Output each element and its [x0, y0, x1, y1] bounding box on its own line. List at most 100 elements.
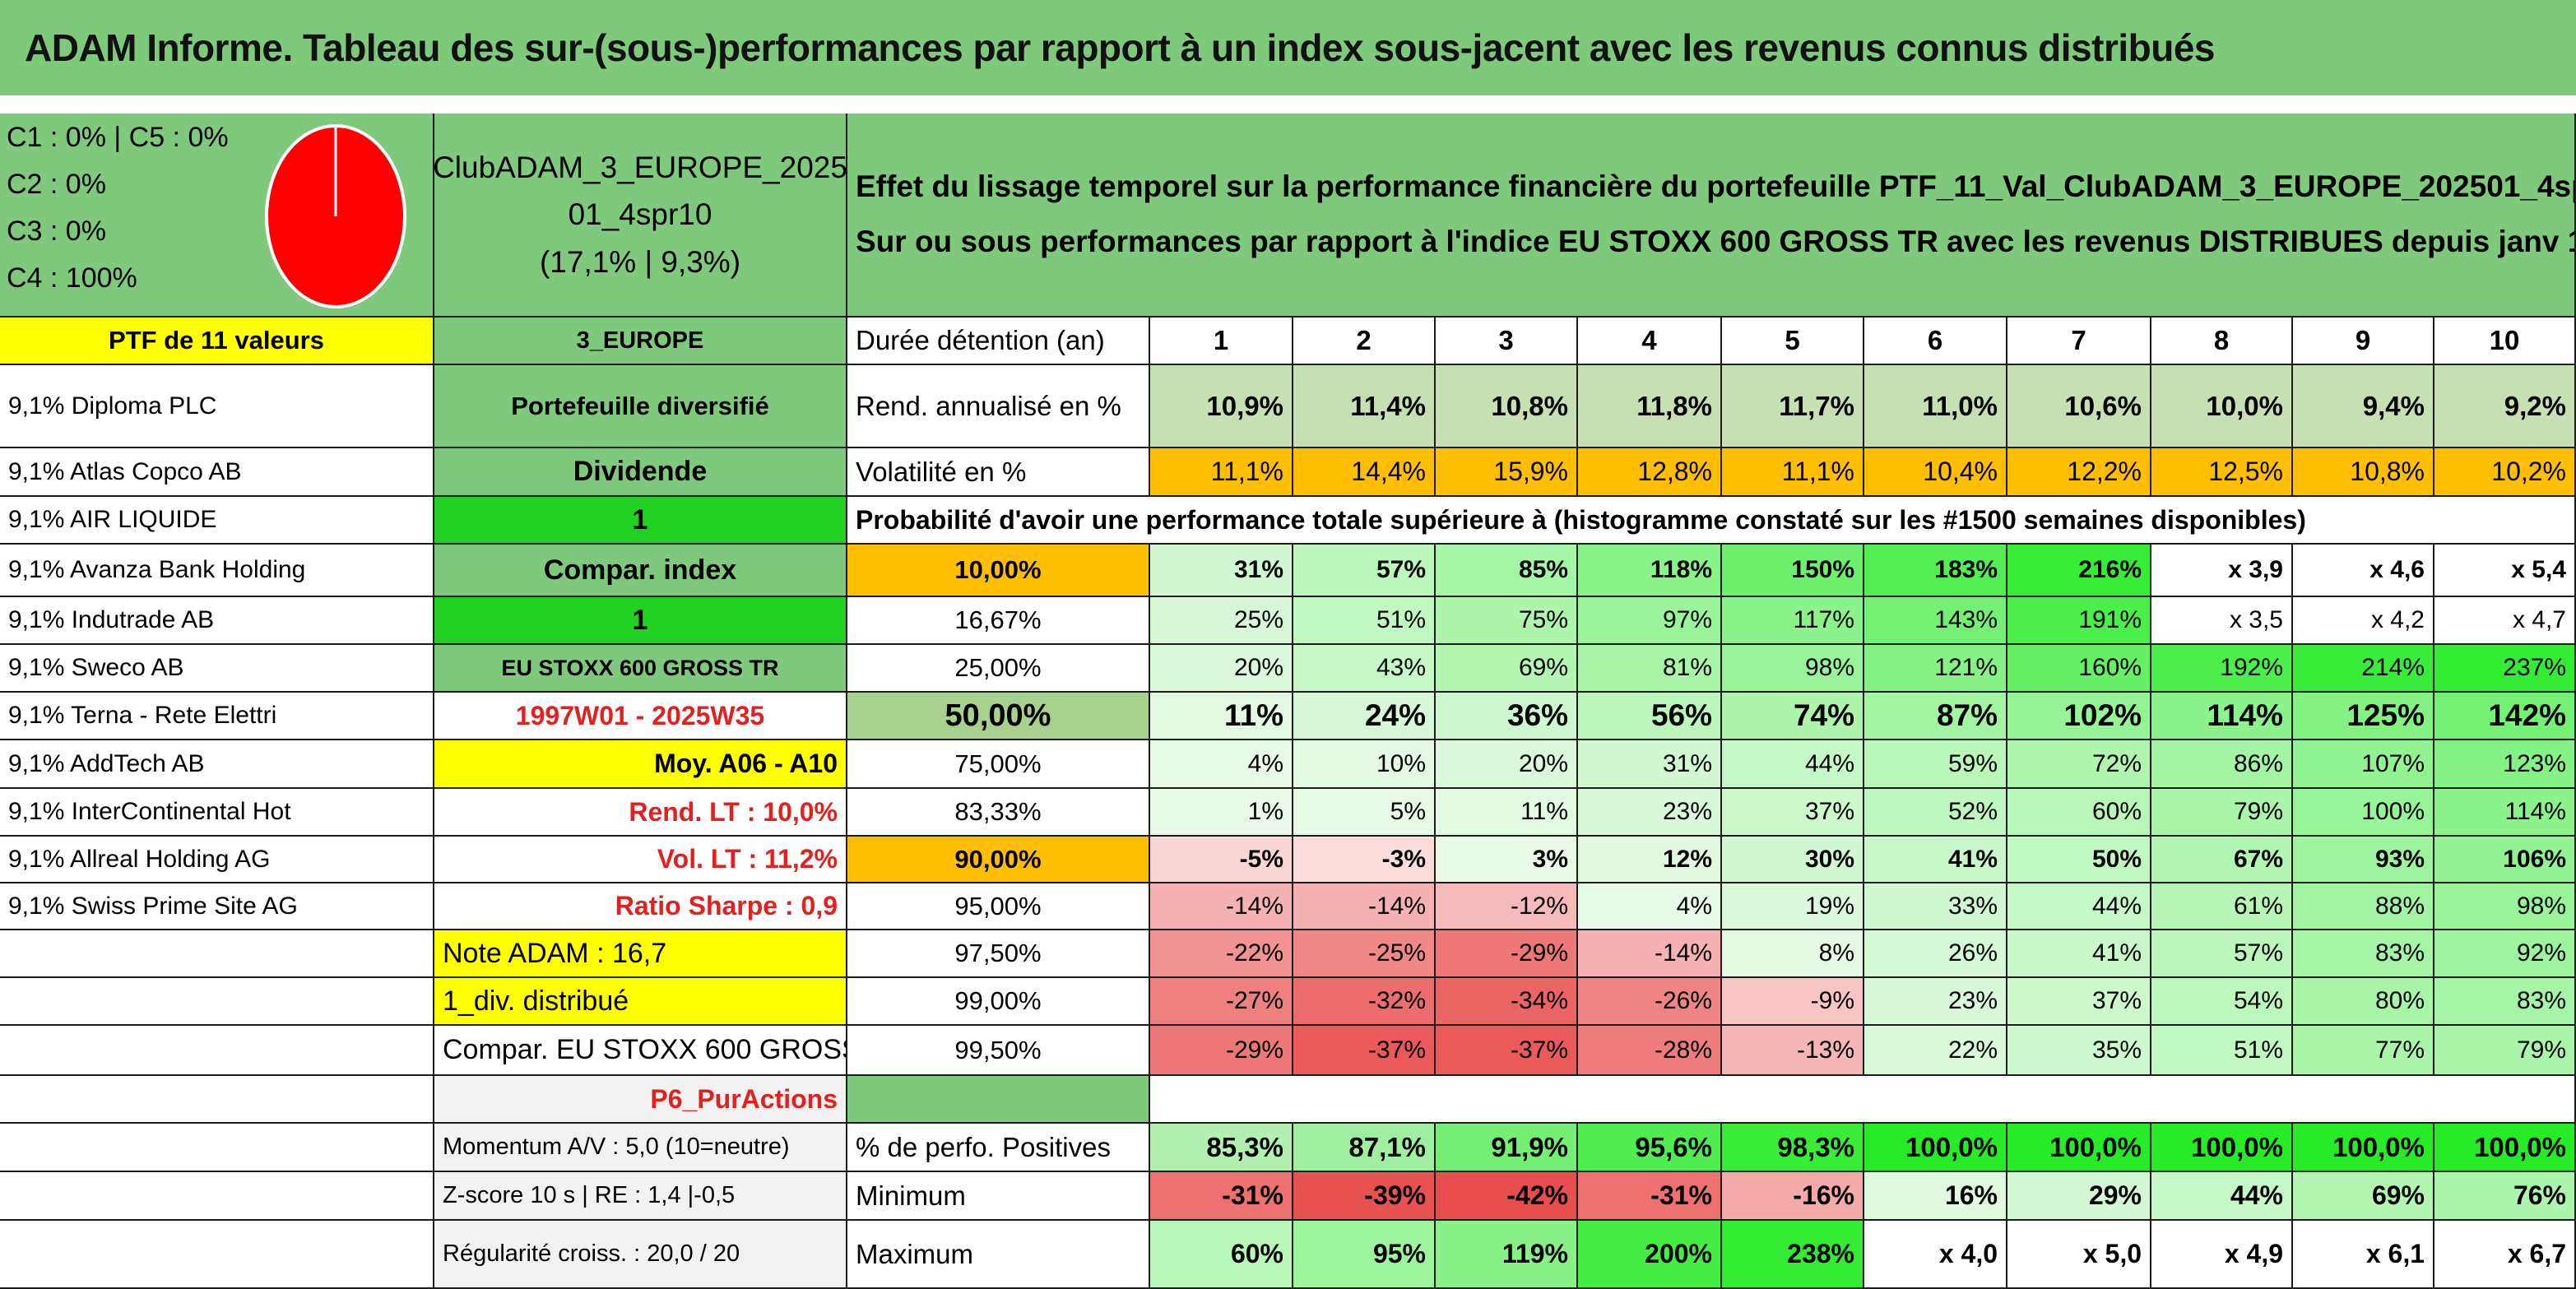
rend-value: 11,7%	[1722, 365, 1864, 448]
prob-value: 80%	[2293, 978, 2434, 1026]
prob-value: 102%	[2007, 693, 2151, 740]
prob-value: 57%	[2151, 930, 2293, 978]
vol-value: 12,8%	[1578, 448, 1722, 497]
vol-value: 12,5%	[2151, 448, 2293, 497]
prob-threshold: 75,00%	[847, 740, 1150, 789]
prob-value: 74%	[1722, 693, 1864, 740]
vol-lt-cell: Vol. LT : 11,2%	[434, 837, 847, 883]
max-value: 95%	[1293, 1221, 1436, 1289]
prob-value: -25%	[1293, 930, 1436, 978]
vol-value: 10,2%	[2434, 448, 2576, 497]
portfolio-name-line: ClubADAM_3_EUROPE_2025	[434, 150, 847, 184]
rend-value: 10,6%	[2007, 365, 2151, 448]
prob-value: 30%	[1722, 837, 1864, 883]
note-cell: Note ADAM : 16,7	[434, 930, 847, 978]
prob-value: 77%	[2293, 1026, 2434, 1076]
prob-value: 160%	[2007, 645, 2151, 693]
period-cell: 1997W01 - 2025W35	[434, 693, 847, 740]
prob-value: 216%	[2007, 545, 2151, 597]
prob-value: 118%	[1578, 545, 1722, 597]
portfolio-perf-summary: (17,1% | 9,3%)	[539, 244, 741, 279]
vol-value: 14,4%	[1293, 448, 1436, 497]
description-line: Effet du lissage temporel sur la perform…	[856, 169, 2576, 204]
prob-value: 20%	[1150, 645, 1293, 693]
prob-threshold: 16,67%	[847, 597, 1150, 645]
zscore-cell: Z-score 10 s | RE : 1,4 |-0,5	[434, 1172, 847, 1221]
prob-value: 97%	[1578, 597, 1722, 645]
prob-value: 54%	[2151, 978, 2293, 1026]
prob-value: -5%	[1150, 837, 1293, 883]
pie-legend-item: C1 : 0% | C5 : 0%	[7, 122, 229, 153]
max-value: 238%	[1722, 1221, 1864, 1289]
prob-value: -26%	[1578, 978, 1722, 1026]
rend-value: 9,2%	[2434, 365, 2576, 448]
prob-value: 85%	[1436, 545, 1578, 597]
holdings-header: PTF de 11 valeurs	[0, 318, 434, 365]
max-value: x 4,9	[2151, 1221, 2293, 1289]
rend-value: 9,4%	[2293, 365, 2434, 448]
prob-value: -14%	[1150, 883, 1293, 930]
title-bar: ADAM Informe. Tableau des sur-(sous-)per…	[0, 0, 2576, 95]
prob-threshold: 99,50%	[847, 1026, 1150, 1076]
vol-value: 11,1%	[1722, 448, 1864, 497]
empty-cell	[0, 1076, 434, 1124]
prob-value: -28%	[1578, 1026, 1722, 1076]
dividend-label: Dividende	[434, 448, 847, 497]
pos-value: 100,0%	[2293, 1124, 2434, 1172]
pie-legend-item: C4 : 100%	[7, 262, 137, 294]
prob-value: 214%	[2293, 645, 2434, 693]
pos-value: 95,6%	[1578, 1124, 1722, 1172]
group-cell: 3_EUROPE	[434, 318, 847, 365]
category-cell: P6_PurActions	[434, 1076, 847, 1124]
vol-value: 10,4%	[1864, 448, 2007, 497]
year-header: 5	[1722, 318, 1864, 365]
min-value: -42%	[1436, 1172, 1578, 1221]
prob-value: 98%	[1722, 645, 1864, 693]
holding-item: 9,1% Avanza Bank Holding	[0, 545, 434, 597]
prob-value: 10%	[1293, 740, 1436, 789]
portfolio-name-cell: ClubADAM_3_EUROPE_2025 01_4spr10 (17,1% …	[434, 114, 847, 318]
prob-value: 5%	[1293, 789, 1436, 837]
prob-value: 107%	[2293, 740, 2434, 789]
prob-value: 60%	[2007, 789, 2151, 837]
prob-value: 72%	[2007, 740, 2151, 789]
prob-value: 56%	[1578, 693, 1722, 740]
prob-value: -32%	[1293, 978, 1436, 1026]
prob-value: 69%	[1436, 645, 1578, 693]
prob-threshold: 83,33%	[847, 789, 1150, 837]
rend-value: 11,8%	[1578, 365, 1722, 448]
holding-item: 9,1% Allreal Holding AG	[0, 837, 434, 883]
pie-legend-item: C2 : 0%	[7, 169, 106, 200]
prob-value: 57%	[1293, 545, 1436, 597]
prob-value: 79%	[2434, 1026, 2576, 1076]
description-cell: Effet du lissage temporel sur la perform…	[847, 114, 2576, 318]
prob-value: -3%	[1293, 837, 1436, 883]
prob-value: 117%	[1722, 597, 1864, 645]
prob-value: 52%	[1864, 789, 2007, 837]
prob-value: 123%	[2434, 740, 2576, 789]
prob-value: 150%	[1722, 545, 1864, 597]
prob-value: -27%	[1150, 978, 1293, 1026]
pie-legend-item: C3 : 0%	[7, 216, 106, 247]
prob-value: 4%	[1150, 740, 1293, 789]
dividend-value: 1	[434, 497, 847, 545]
rend-value: 11,4%	[1293, 365, 1436, 448]
prob-value: 75%	[1436, 597, 1578, 645]
prob-value: -12%	[1436, 883, 1578, 930]
prob-value: 31%	[1150, 545, 1293, 597]
prob-value: 50%	[2007, 837, 2151, 883]
year-header: 1	[1150, 318, 1293, 365]
min-value: 44%	[2151, 1172, 2293, 1221]
min-value: -31%	[1578, 1172, 1722, 1221]
prob-value: 12%	[1578, 837, 1722, 883]
prob-value: 106%	[2434, 837, 2576, 883]
pos-value: 100,0%	[2151, 1124, 2293, 1172]
page-title: ADAM Informe. Tableau des sur-(sous-)per…	[25, 26, 2216, 69]
min-value: -16%	[1722, 1172, 1864, 1221]
index-name: EU STOXX 600 GROSS TR	[434, 645, 847, 693]
prob-value: 8%	[1722, 930, 1864, 978]
prob-value: 23%	[1864, 978, 2007, 1026]
prob-value: 19%	[1722, 883, 1864, 930]
prob-value: 143%	[1864, 597, 2007, 645]
year-header: 4	[1578, 318, 1722, 365]
